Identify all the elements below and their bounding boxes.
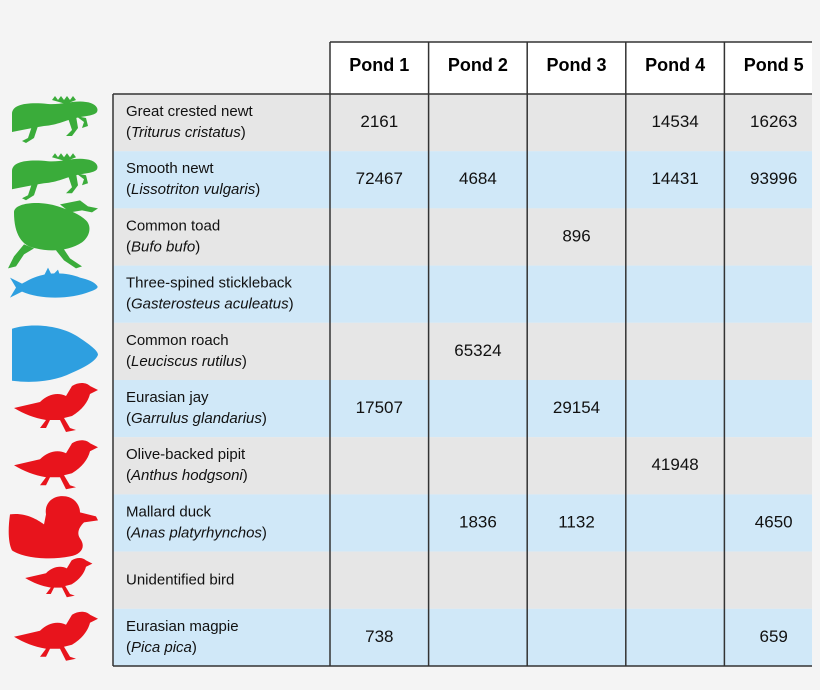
toad-leg [60, 200, 98, 213]
species-latin-name: (Leuciscus rutilus) [126, 353, 247, 370]
bird-icon [14, 611, 98, 661]
species-common-name: Great crested newt [126, 103, 254, 120]
count-value: 17507 [356, 398, 403, 417]
species-common-name: Unidentified bird [126, 572, 234, 589]
column-header-label: Pond 5 [744, 55, 804, 75]
count-value: 16263 [750, 112, 797, 131]
species-common-name: Common toad [126, 217, 220, 234]
species-common-name: Eurasian jay [126, 389, 209, 406]
table-row-background [113, 494, 812, 552]
table-row-background [113, 265, 812, 323]
fish-icon [10, 267, 98, 298]
bird-small [25, 558, 93, 598]
newt-icon [12, 96, 98, 143]
count-value: 1836 [459, 512, 497, 531]
table-row-background [113, 94, 812, 152]
bird-body [14, 383, 98, 432]
species-latin-name: (Anthus hodgsoni) [126, 467, 248, 484]
fish-spine [44, 267, 60, 276]
fish-body [12, 325, 98, 382]
bird-icon [14, 383, 98, 432]
species-common-name: Eurasian magpie [126, 618, 239, 635]
newt-leg [76, 173, 88, 186]
table-row-background [113, 380, 812, 438]
count-value: 4684 [459, 169, 497, 188]
count-value: 65324 [454, 341, 501, 360]
species-latin-name: (Garrulus glandarius) [126, 410, 267, 427]
newt-leg [22, 126, 38, 143]
species-latin-name: (Gasterosteus aculeatus) [126, 296, 294, 313]
count-value: 896 [562, 226, 590, 245]
count-value: 4650 [755, 512, 793, 531]
count-value: 2161 [360, 112, 398, 131]
toad-icon [8, 200, 98, 269]
species-latin-name: (Anas platyrhynchos) [126, 524, 267, 541]
header-background [330, 42, 812, 94]
newt-crest [52, 96, 76, 104]
fish-body [10, 273, 98, 298]
toad-leg [56, 246, 82, 269]
count-value: 93996 [750, 169, 797, 188]
toad-leg [8, 244, 34, 269]
table-row-background [113, 322, 812, 380]
duck-icon [8, 496, 98, 559]
newt-leg [76, 116, 88, 128]
count-value: 72467 [356, 169, 403, 188]
newt-body [12, 158, 98, 190]
species-common-name: Olive-backed pipit [126, 446, 246, 463]
column-header-label: Pond 2 [448, 55, 508, 75]
newt-leg [22, 183, 38, 201]
fish-icon [12, 325, 98, 382]
newt-body [12, 101, 98, 132]
count-value: 14431 [651, 169, 698, 188]
table-row-background [113, 151, 812, 209]
newt-crest [52, 153, 76, 162]
newt-leg [66, 116, 78, 136]
table-row-background [113, 551, 812, 609]
table-row-background [113, 608, 812, 666]
species-common-name: Mallard duck [126, 503, 212, 520]
species-latin-name: (Triturus cristatus) [126, 124, 246, 141]
column-header-label: Pond 1 [349, 55, 409, 75]
species-common-name: Smooth newt [126, 160, 214, 177]
count-value: 1132 [558, 512, 595, 531]
count-value: 738 [365, 627, 393, 646]
count-value: 29154 [553, 398, 600, 417]
bird-icon [25, 558, 93, 598]
bird-icon [14, 440, 98, 490]
species-latin-name: (Lissotriton vulgaris) [126, 181, 260, 198]
newt-leg [66, 173, 78, 194]
bird-body [25, 558, 93, 598]
toad-body [14, 203, 90, 251]
species-latin-name: (Bufo bufo) [126, 238, 200, 255]
table-row-background [113, 437, 812, 495]
bird-body [14, 440, 98, 490]
count-value: 41948 [651, 455, 698, 474]
column-header-label: Pond 4 [645, 55, 705, 75]
species-common-name: Three-spined stickleback [126, 275, 292, 292]
species-common-name: Common roach [126, 332, 229, 349]
column-header-label: Pond 3 [546, 55, 606, 75]
newt-icon [12, 153, 98, 201]
table-row-background [113, 208, 812, 266]
species-latin-name: (Pica pica) [126, 639, 197, 656]
duck-body [8, 496, 98, 559]
bird-body [14, 611, 98, 661]
count-value: 14534 [651, 112, 698, 131]
count-value: 659 [760, 627, 788, 646]
